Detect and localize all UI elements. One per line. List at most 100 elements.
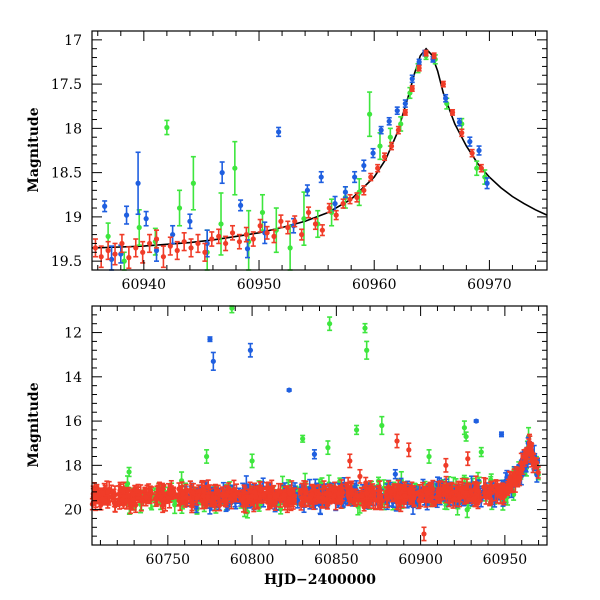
blue-point [394, 106, 400, 116]
data-marker [202, 249, 208, 255]
y-tick-label: 18.5 [51, 166, 82, 182]
data-marker [340, 201, 346, 207]
data-marker [367, 111, 373, 117]
red-point [469, 148, 475, 158]
red-bulk-point [535, 466, 541, 479]
x-tick-label: 60970 [467, 277, 512, 293]
data-marker [394, 108, 400, 114]
red-point [133, 238, 139, 258]
data-marker [431, 53, 437, 59]
blue-point [342, 185, 349, 199]
top-y-axis-title: Magnitude [26, 107, 42, 192]
red-point [285, 220, 291, 235]
red-point [92, 238, 99, 258]
data-marker [416, 65, 422, 71]
data-marker [105, 247, 111, 254]
red-point [195, 233, 201, 254]
data-marker [190, 180, 196, 186]
red-point [449, 108, 456, 116]
data-marker [304, 187, 311, 193]
red-point [402, 108, 408, 116]
data-marker [153, 247, 160, 254]
blue-point [484, 177, 490, 190]
x-tick-label: 60950 [237, 277, 282, 293]
data-marker [219, 170, 225, 176]
data-marker [119, 240, 125, 247]
red-point [160, 245, 167, 269]
red-point [257, 218, 263, 233]
data-marker [474, 165, 480, 171]
data-marker [174, 247, 180, 254]
data-marker [318, 174, 324, 180]
data-marker [402, 100, 408, 107]
data-marker [319, 227, 325, 233]
data-marker [361, 162, 367, 169]
data-marker [126, 255, 132, 261]
data-marker [259, 209, 266, 216]
red-point [146, 233, 153, 254]
data-marker [464, 507, 470, 513]
data-marker [153, 236, 160, 242]
data-marker [443, 95, 449, 101]
data-marker [440, 81, 446, 87]
red-point [153, 229, 160, 249]
data-marker [176, 205, 183, 211]
data-marker [237, 202, 244, 208]
data-marker [381, 154, 388, 160]
data-marker [108, 256, 115, 262]
data-marker [236, 239, 243, 245]
red-point [174, 240, 180, 261]
red-point [126, 246, 132, 270]
data-marker [459, 130, 465, 136]
red-point [375, 163, 381, 173]
data-marker [375, 165, 381, 171]
data-marker [395, 127, 402, 133]
data-marker [143, 216, 149, 222]
blue-point [135, 151, 141, 216]
red-point [478, 163, 484, 173]
red-point [181, 232, 187, 252]
data-marker [347, 196, 353, 202]
data-marker [535, 469, 541, 476]
blue-point [219, 161, 225, 185]
blue-point [456, 117, 463, 127]
data-marker [476, 147, 482, 154]
red-point [354, 192, 360, 203]
red-point [202, 242, 208, 262]
data-marker [456, 119, 463, 125]
data-marker [112, 251, 118, 257]
data-marker [218, 221, 224, 227]
data-marker [136, 224, 142, 231]
red-point [236, 233, 243, 250]
blue-point [476, 145, 482, 156]
red-point [119, 233, 125, 254]
blue-point [386, 116, 392, 126]
red-point [98, 245, 104, 269]
red-point [216, 228, 222, 245]
red-point [243, 226, 249, 243]
data-marker [271, 233, 277, 239]
data-marker [332, 484, 338, 490]
data-marker [387, 134, 393, 140]
data-marker [188, 245, 194, 251]
data-marker [388, 143, 395, 149]
data-marker [232, 165, 238, 171]
blue-point [143, 210, 149, 227]
data-marker [257, 223, 263, 229]
y-tick-label: 18 [64, 121, 82, 137]
green-point [218, 192, 224, 256]
red-point [271, 229, 277, 244]
data-marker [368, 174, 374, 180]
green-point [377, 131, 383, 161]
data-marker [276, 129, 282, 135]
top-axes-frame [91, 30, 548, 271]
green-point [136, 209, 142, 247]
data-marker [124, 481, 131, 487]
red-point [416, 64, 422, 72]
data-marker [416, 59, 422, 65]
data-marker [449, 109, 456, 116]
red-point [140, 240, 146, 264]
data-marker [332, 201, 338, 207]
data-marker [223, 240, 229, 247]
data-marker [123, 212, 130, 218]
